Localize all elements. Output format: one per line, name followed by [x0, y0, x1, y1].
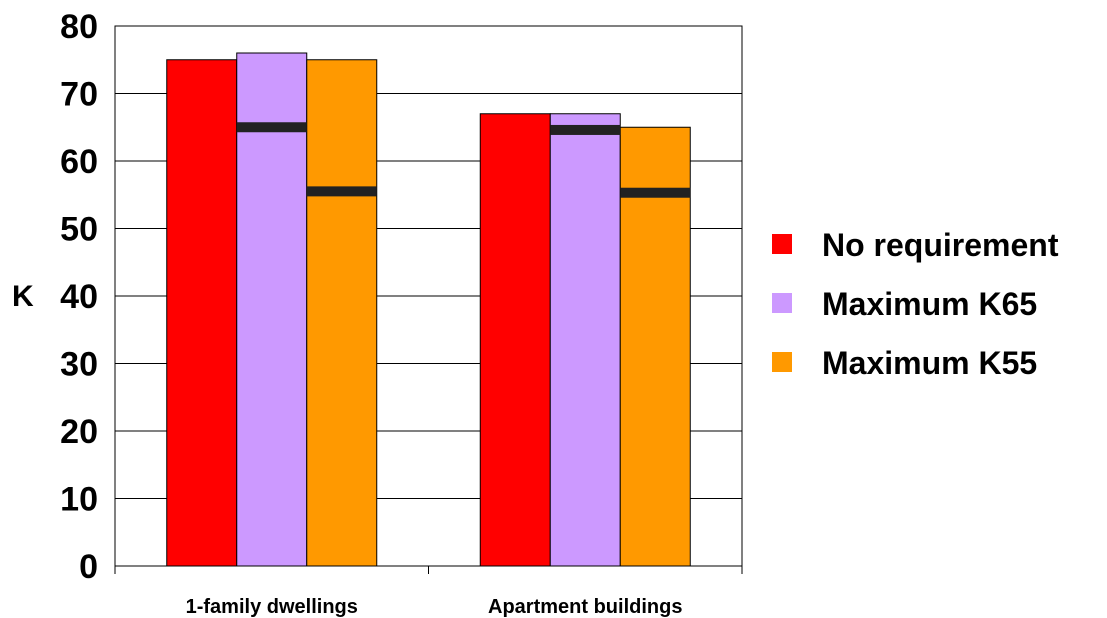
y-tick-label: 0 — [79, 548, 98, 586]
legend-label: No requirement — [822, 227, 1059, 263]
legend-swatch — [772, 352, 792, 372]
bar — [306, 59, 378, 567]
threshold-marker — [620, 187, 691, 198]
bar — [166, 59, 238, 567]
legend-swatch — [772, 293, 792, 313]
y-tick-label: 50 — [60, 211, 98, 249]
y-tick-label: 80 — [60, 8, 98, 46]
bars — [166, 52, 691, 567]
bar — [236, 52, 308, 567]
legend-label: Maximum K55 — [822, 345, 1037, 381]
x-tick-label: 1-family dwellings — [186, 596, 358, 618]
y-tick-label: 70 — [60, 76, 98, 114]
bar — [549, 113, 621, 567]
threshold-marker — [236, 122, 307, 133]
y-tick-label: 60 — [60, 143, 98, 181]
y-tick-label: 30 — [60, 346, 98, 384]
x-tick-label: Apartment buildings — [488, 596, 682, 618]
bar — [479, 113, 551, 567]
threshold-marker — [550, 124, 621, 135]
y-tick-label: 20 — [60, 413, 98, 451]
threshold-markers — [236, 122, 691, 198]
legend-label: Maximum K65 — [822, 286, 1037, 322]
threshold-marker — [306, 186, 377, 197]
y-tick-label: 40 — [60, 278, 98, 316]
legend-swatch — [772, 234, 792, 254]
y-tick-labels: 0 10 20 30 40 50 60 70 80 — [60, 8, 98, 586]
x-tick-marks — [114, 566, 743, 574]
x-tick-labels: 1-family dwellings Apartment buildings — [186, 596, 683, 618]
y-tick-label: 10 — [60, 481, 98, 519]
legend: No requirement Maximum K65 Maximum K55 — [772, 227, 1059, 381]
bar — [619, 126, 691, 567]
y-axis-title: K — [12, 280, 34, 313]
